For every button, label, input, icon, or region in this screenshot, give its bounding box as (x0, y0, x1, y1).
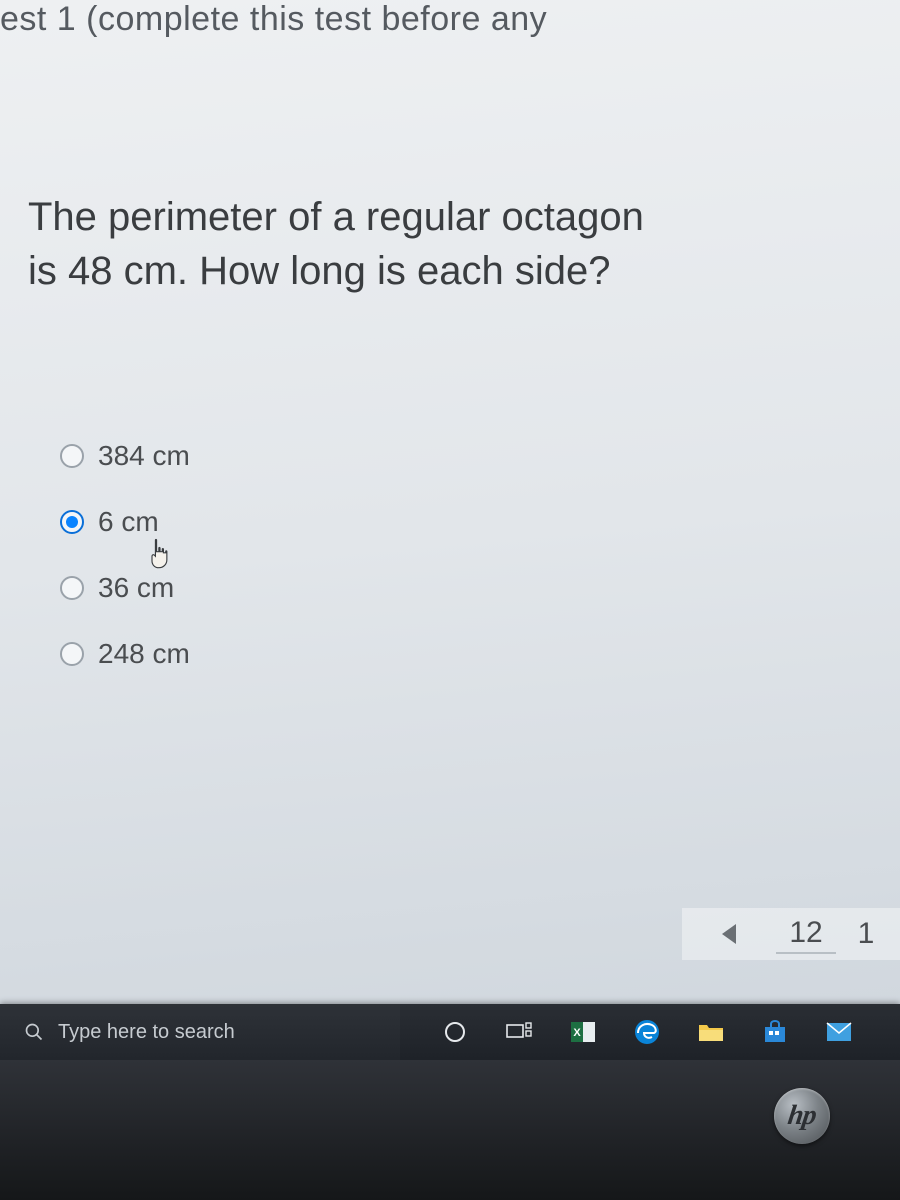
option-label: 248 cm (98, 638, 190, 670)
taskbar-icons: X (440, 1017, 854, 1047)
option-label: 6 cm (98, 506, 159, 538)
pager-prev-arrow-icon[interactable] (722, 924, 736, 944)
task-view-icon[interactable] (504, 1017, 534, 1047)
hp-logo: hp (774, 1088, 830, 1144)
svg-text:X: X (573, 1027, 581, 1039)
edge-icon[interactable] (632, 1017, 662, 1047)
option-6cm[interactable]: 6 cm (60, 506, 190, 538)
option-label: 384 cm (98, 440, 190, 472)
pointer-cursor-icon (146, 538, 174, 570)
option-label: 36 cm (98, 572, 174, 604)
store-icon[interactable] (760, 1017, 790, 1047)
cortana-circle-icon[interactable] (440, 1017, 470, 1047)
question-line-2: is 48 cm. How long is each side? (28, 249, 611, 293)
pager-current[interactable]: 12 (776, 914, 836, 954)
search-placeholder: Type here to search (58, 1021, 235, 1044)
excel-icon[interactable]: X (568, 1017, 598, 1047)
mail-icon[interactable] (824, 1017, 854, 1047)
radio-icon (60, 444, 84, 468)
question-pager: 12 1 (682, 908, 900, 960)
option-36cm[interactable]: 36 cm (60, 572, 190, 604)
radio-icon-selected (60, 510, 84, 534)
page-header-partial: est 1 (complete this test before any (0, 0, 900, 50)
taskbar-search[interactable]: Type here to search (0, 1004, 400, 1060)
search-icon (24, 1022, 44, 1042)
question-text: The perimeter of a regular octagon is 48… (28, 190, 860, 298)
answer-options: 384 cm 6 cm 36 cm 248 cm (60, 440, 190, 670)
option-248cm[interactable]: 248 cm (60, 638, 190, 670)
laptop-bezel (0, 1060, 900, 1200)
screen-area: est 1 (complete this test before any The… (0, 0, 900, 1060)
header-text: est 1 (complete this test before any (0, 0, 547, 38)
radio-icon (60, 576, 84, 600)
option-384cm[interactable]: 384 cm (60, 440, 190, 472)
windows-taskbar: Type here to search X (0, 1004, 900, 1060)
question-line-1: The perimeter of a regular octagon (28, 195, 644, 239)
file-explorer-icon[interactable] (696, 1017, 726, 1047)
question-block: The perimeter of a regular octagon is 48… (28, 190, 860, 298)
radio-icon (60, 642, 84, 666)
pager-next-partial[interactable]: 1 (836, 915, 896, 953)
